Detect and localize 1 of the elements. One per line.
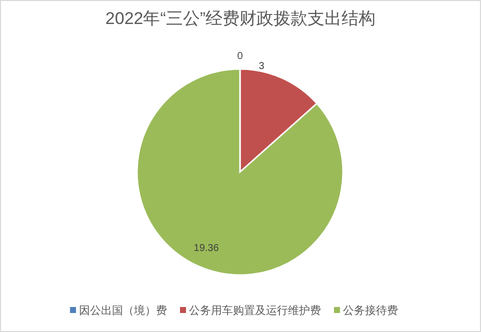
title: 2022年“三公”经费财政拨款支出结构 — [105, 9, 376, 28]
